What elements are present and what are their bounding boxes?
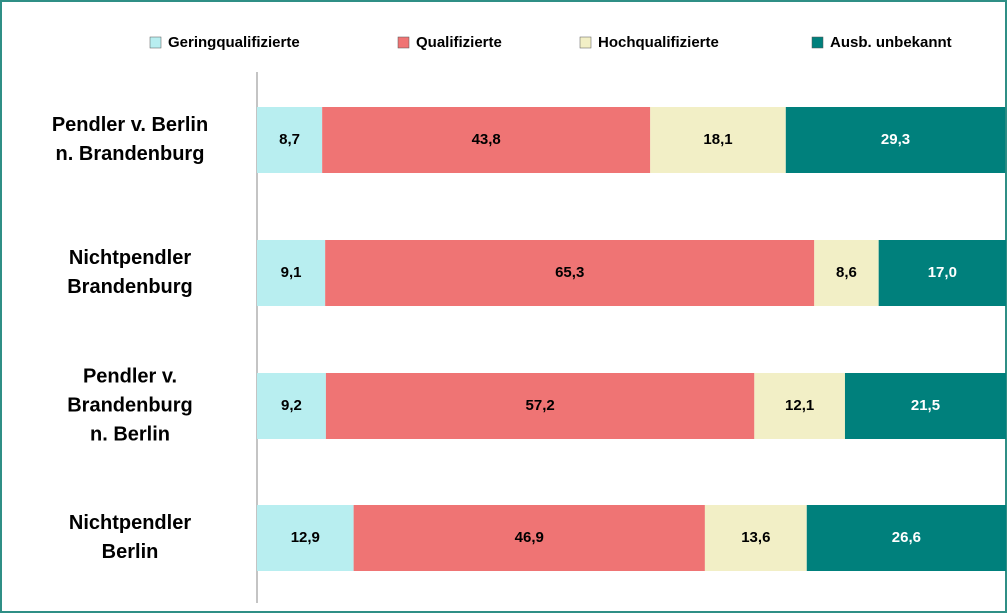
data-label: 8,7 (279, 131, 300, 148)
bar-segment (844, 373, 1006, 439)
bar-segment (878, 240, 1006, 306)
data-label: 43,8 (472, 131, 501, 148)
y-tick-label: Nichtpendler Brandenburg (67, 247, 193, 298)
data-label: 9,1 (281, 264, 302, 281)
bar-segment (257, 373, 326, 439)
legend-label: Hochqualifizierte (598, 34, 719, 51)
bar-segment (814, 240, 879, 306)
legend-label: Qualifizierte (416, 34, 502, 51)
bar-segment (785, 107, 1006, 173)
bar-segment (257, 107, 323, 173)
legend-label: Ausb. unbekannt (830, 34, 952, 51)
data-label: 29,3 (881, 131, 910, 148)
bar-segment (257, 505, 354, 571)
y-tick-label: Nichtpendler Berlin (68, 512, 192, 563)
data-label: 12,9 (291, 529, 320, 546)
legend-swatch (397, 36, 410, 49)
data-label: 26,6 (892, 529, 921, 546)
data-label: 65,3 (555, 264, 584, 281)
legend-swatch (149, 36, 162, 49)
bar-segment (353, 505, 705, 571)
data-label: 17,0 (928, 264, 957, 281)
y-tick-label: Pendler v. Berlin n. Brandenburg (51, 114, 209, 165)
y-tick-label: Pendler v. Brandenburg n. Berlin (67, 365, 193, 446)
legend-swatch (579, 36, 592, 49)
bar-segment (806, 505, 1006, 571)
data-label: 13,6 (741, 529, 770, 546)
data-label: 57,2 (526, 397, 555, 414)
bar-segment (325, 240, 815, 306)
data-label: 9,2 (281, 397, 302, 414)
data-label: 21,5 (911, 397, 940, 414)
data-label: 8,6 (836, 264, 857, 281)
bar-segment (704, 505, 807, 571)
data-label: 46,9 (515, 529, 544, 546)
bar-segment (754, 373, 845, 439)
bar-segment (650, 107, 786, 173)
bar-segment (325, 373, 755, 439)
legend-swatch (811, 36, 824, 49)
bar-segment (257, 240, 326, 306)
data-label: 18,1 (703, 131, 732, 148)
legend-label: Geringqualifizierte (168, 34, 300, 51)
bar-segment (322, 107, 651, 173)
data-label: 12,1 (785, 397, 814, 414)
